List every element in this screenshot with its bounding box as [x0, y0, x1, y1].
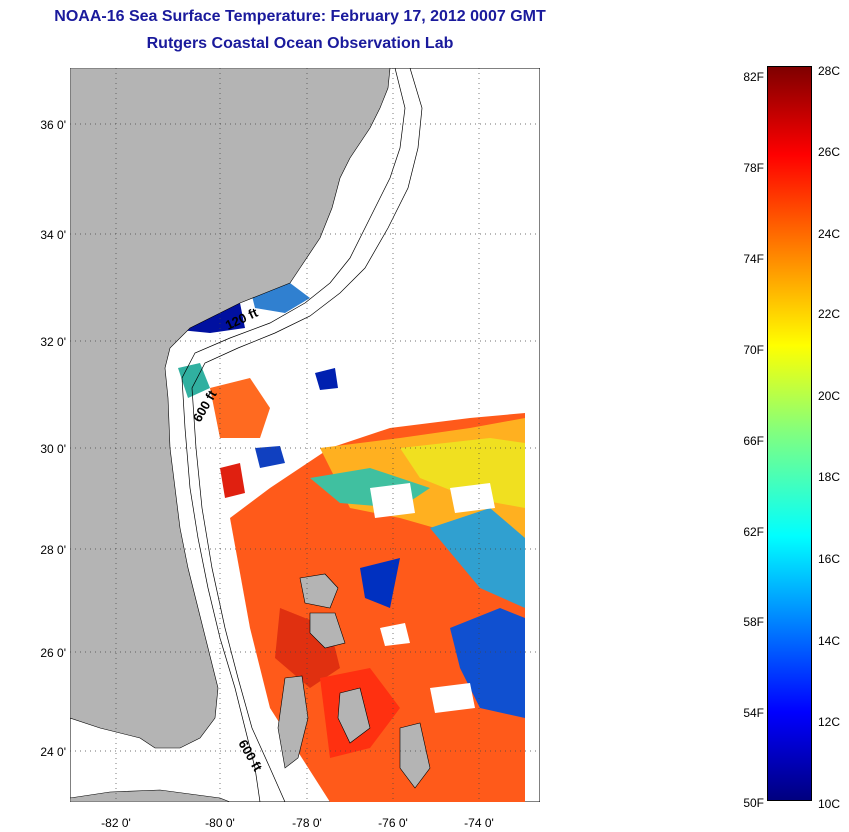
colorbar-f-label: 50F [743, 796, 764, 810]
lat-tick-label: 36 0' [40, 118, 66, 132]
colorbar-f-label: 58F [743, 615, 764, 629]
colorbar-f-label: 78F [743, 161, 764, 175]
lat-tick-label: 32 0' [40, 335, 66, 349]
colorbar-f-label: 70F [743, 343, 764, 357]
colorbar-f-label: 74F [743, 252, 764, 266]
lon-tick-label: -78 0' [292, 816, 322, 830]
sst-map[interactable]: 120 ft 600 ft 600 ft [70, 68, 540, 802]
colorbar-c-label: 16C [818, 552, 841, 566]
lat-tick-label: 28 0' [40, 543, 66, 557]
colorbar-c-label: 26C [818, 145, 841, 159]
colorbar-c-label: 12C [818, 715, 841, 729]
colorbar-c-label: 22C [818, 307, 841, 321]
colorbar-c-label: 18C [818, 470, 841, 484]
lon-tick-label: -76 0' [378, 816, 408, 830]
land [70, 68, 431, 802]
depth-contours [181, 68, 423, 802]
colorbar-f-label: 82F [743, 70, 764, 84]
colorbar-f-label: 62F [743, 525, 764, 539]
temperature-colorbar [767, 66, 812, 801]
lat-tick-label: 34 0' [40, 228, 66, 242]
lon-tick-label: -74 0' [464, 816, 494, 830]
lon-tick-label: -82 0' [101, 816, 131, 830]
colorbar-c-label: 28C [818, 64, 841, 78]
colorbar-c-label: 20C [818, 389, 841, 403]
map-title: NOAA-16 Sea Surface Temperature: Februar… [54, 8, 546, 25]
lat-tick-label: 26 0' [40, 646, 66, 660]
map-subtitle: Rutgers Coastal Ocean Observation Lab [146, 35, 454, 52]
colorbar-c-label: 24C [818, 227, 841, 241]
colorbar-f-label: 54F [743, 706, 764, 720]
lon-tick-label: -80 0' [205, 816, 235, 830]
colorbar-f-label: 66F [743, 434, 764, 448]
lat-tick-label: 24 0' [40, 745, 66, 759]
colorbar-c-label: 14C [818, 634, 841, 648]
graticule [70, 68, 540, 802]
colorbar-c-label: 10C [818, 797, 841, 811]
lat-tick-label: 30 0' [40, 442, 66, 456]
